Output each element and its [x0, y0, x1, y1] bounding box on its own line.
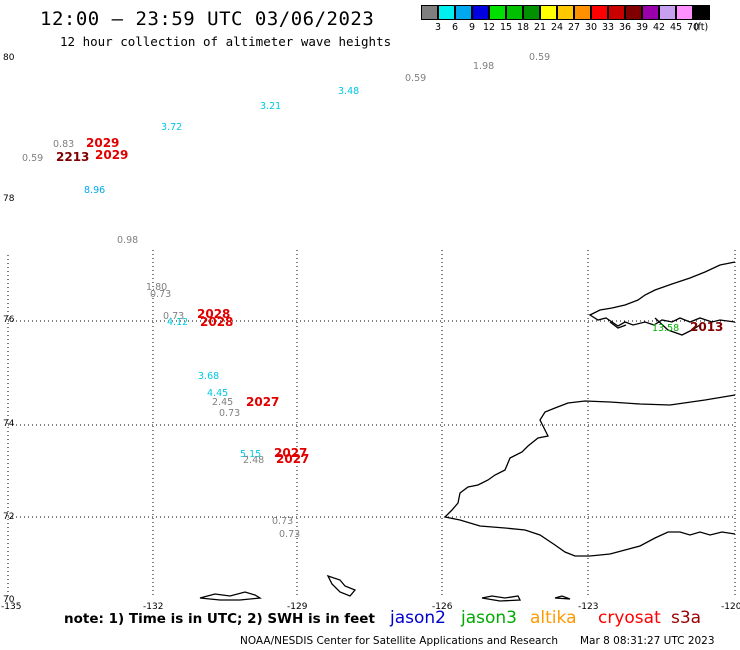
satellite-jason3: jason3 [461, 608, 517, 628]
scale-label: 12 [482, 22, 496, 33]
scale-label: 33 [601, 22, 615, 33]
lon-label-123: -123 [578, 602, 598, 612]
lon-label-135: -135 [1, 602, 21, 612]
observation-label: 2013 [690, 320, 723, 334]
observation-label: 4.45 [207, 388, 228, 399]
observation-label: 3.68 [198, 371, 219, 382]
observation-label: 2.45 [212, 397, 233, 408]
observation-label: 2029 [86, 136, 119, 150]
scale-label: 21 [533, 22, 547, 33]
observations-layer: 0.59 1.98 0.59 3.48 3.21 3.72 0.83 2029 0.59 2213… [22, 52, 723, 540]
scale-swatch [659, 5, 676, 20]
observation-label: 0.59 [529, 52, 550, 63]
scale-swatch [574, 5, 591, 20]
observation-label: 8.96 [84, 185, 105, 196]
observation-label: 3.48 [338, 86, 359, 97]
scale-swatch [506, 5, 523, 20]
observation-label: 13.58 [652, 323, 679, 334]
scale-swatch [608, 5, 625, 20]
observation-label: 0.73 [163, 311, 184, 322]
lon-label-126: -126 [432, 602, 453, 612]
scale-label: 45 [669, 22, 683, 33]
scale-label: (ft) [693, 22, 709, 33]
lat-label-78: 78 [3, 194, 15, 204]
generated-timestamp: Mar 8 08:31:27 UTC 2023 [580, 635, 715, 647]
lon-label-129: -129 [287, 602, 308, 612]
observation-label: 2027 [274, 446, 307, 460]
observation-label: 3.21 [260, 101, 281, 112]
observation-label: 2028 [200, 315, 233, 329]
satellite-jason2: jason2 [390, 608, 446, 628]
observation-label: 1.80 [146, 282, 167, 293]
observation-label: 0.59 [405, 73, 426, 84]
scale-label: 18 [516, 22, 530, 33]
scale-swatch [489, 5, 506, 20]
scale-label: 9 [468, 22, 476, 33]
credit-text: NOAA/NESDIS Center for Satellite Applica… [240, 635, 558, 647]
observation-label: 2028 [197, 307, 230, 321]
scale-swatch [557, 5, 574, 20]
scale-label: 39 [635, 22, 649, 33]
map-subtitle: 12 hour collection of altimeter wave hei… [60, 34, 392, 49]
lon-label-132: -132 [143, 602, 163, 612]
observation-label: 2213 [56, 150, 89, 164]
scale-label: 27 [567, 22, 581, 33]
scale-label: 36 [618, 22, 632, 33]
observation-label: 2027 [276, 452, 309, 466]
lat-label-70: 70 [3, 595, 15, 605]
scale-swatch [591, 5, 608, 20]
observation-label: 0.73 [150, 289, 171, 300]
satellite-altika: altika [530, 608, 577, 628]
observation-label: 4.12 [167, 317, 188, 328]
lat-label-74: 74 [3, 419, 15, 429]
scale-label: 30 [584, 22, 598, 33]
scale-label: 24 [550, 22, 564, 33]
observation-label: 0.59 [22, 153, 43, 164]
lat-label-72: 72 [3, 512, 14, 522]
scale-swatch [438, 5, 455, 20]
map-title: 12:00 – 23:59 UTC 03/06/2023 [40, 8, 375, 30]
scale-label: 15 [499, 22, 513, 33]
lat-label-80: 80 [3, 53, 15, 63]
satellite-cryosat: cryosat [598, 608, 661, 628]
scale-label: 42 [652, 22, 666, 33]
scale-swatch [693, 5, 710, 20]
lon-label-120: -120 [721, 602, 740, 612]
observation-label: 1.98 [473, 61, 494, 72]
scale-label: 3 [434, 22, 442, 33]
observation-label: 2029 [95, 148, 128, 162]
coastline [199, 261, 736, 602]
lat-label-76: 76 [3, 315, 15, 325]
observation-label: 0.73 [272, 516, 293, 527]
observation-label: 5.15 [240, 449, 261, 460]
scale-swatch [625, 5, 642, 20]
observation-label: 2.48 [243, 455, 264, 466]
scale-label: 70 [686, 22, 700, 33]
footer-note: note: 1) Time is in UTC; 2) SWH is in fe… [64, 611, 375, 627]
scale-label: 6 [451, 22, 459, 33]
observation-label: 3.72 [161, 122, 182, 133]
scale-swatch [472, 5, 489, 20]
scale-swatch [455, 5, 472, 20]
scale-swatch [421, 5, 438, 20]
scale-swatch [540, 5, 557, 20]
observation-label: 0.83 [53, 139, 74, 150]
observation-label: 2027 [246, 395, 279, 409]
satellite-s3a: s3a [671, 608, 702, 628]
observation-label: 0.73 [219, 408, 240, 419]
scale-swatch [642, 5, 659, 20]
graticule [7, 250, 736, 598]
scale-swatch [676, 5, 693, 20]
observation-label: 0.73 [279, 529, 300, 540]
scale-swatch [523, 5, 540, 20]
observation-label: 0.98 [117, 235, 138, 246]
